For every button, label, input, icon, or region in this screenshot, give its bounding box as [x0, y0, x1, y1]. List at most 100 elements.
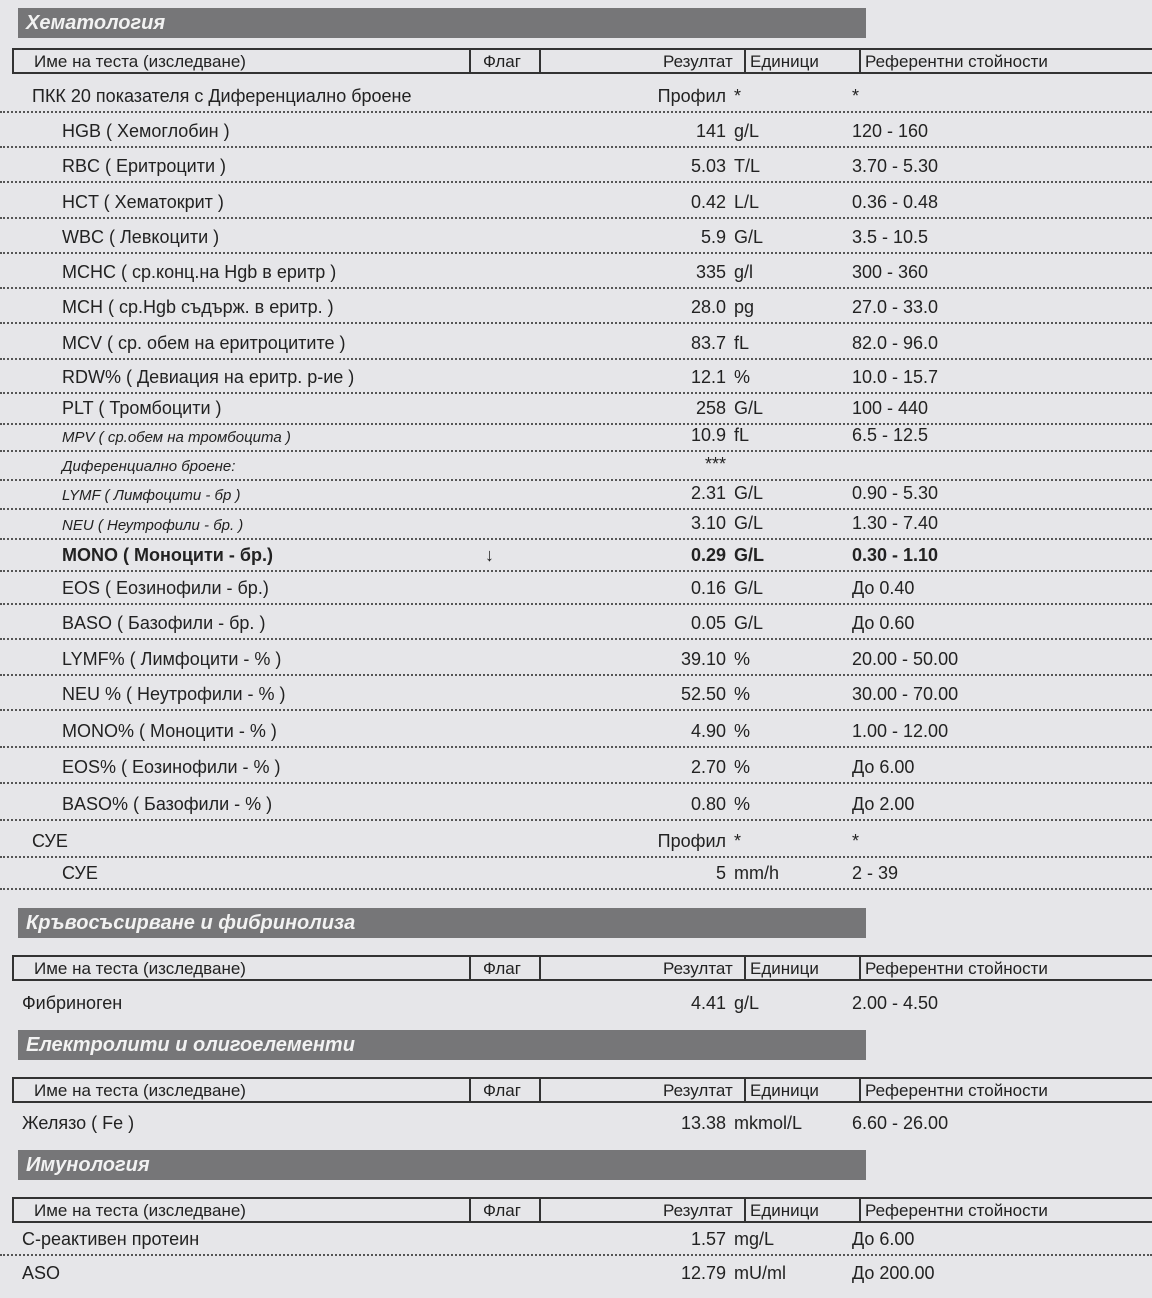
result-value: 83.7 — [690, 333, 726, 353]
reference-range: До 0.40 — [852, 578, 915, 598]
result-value: 5.03 — [690, 156, 726, 176]
unit: G/L — [734, 513, 764, 533]
test-name: MONO% ( Моноцити - % ) — [62, 721, 277, 741]
result-value: 2.31 — [690, 483, 726, 503]
result-value: 39.10 — [680, 649, 726, 669]
test-name: MCHC ( ср.конц.на Hgb в еритр ) — [62, 262, 337, 282]
unit: g/l — [734, 262, 754, 282]
result-value: 5 — [715, 863, 726, 883]
test-name: Желязо ( Fe ) — [22, 1113, 135, 1133]
test-name: LYMF ( Лимфоцити - бр ) — [62, 487, 241, 504]
result-value: 0.42 — [690, 192, 726, 212]
test-name: HCT ( Хематокрит ) — [62, 192, 224, 212]
result-value: 4.41 — [690, 993, 726, 1013]
header-units: Единици — [744, 1079, 819, 1101]
test-name: RBC ( Еритроцити ) — [62, 156, 226, 176]
unit: G/L — [734, 545, 764, 565]
table-row: EOS ( Еозинофили - бр.) 0.16 G/L До 0.40 — [0, 572, 1152, 605]
result-value: 0.29 — [690, 545, 726, 565]
test-name: LYMF% ( Лимфоцити - % ) — [62, 649, 282, 669]
table-row: EOS% ( Еозинофили - % ) 2.70% До 6.00 — [0, 748, 1152, 784]
unit: % — [734, 367, 751, 387]
flag-down-arrow-icon: ↓ — [485, 545, 494, 565]
result-value: 2.70 — [690, 757, 726, 777]
header-ref: Референтни стойности — [859, 957, 1048, 979]
reference-range: * — [852, 86, 860, 106]
unit: % — [734, 721, 751, 741]
unit: % — [734, 794, 751, 814]
result-value: *** — [704, 454, 726, 474]
table-row: RBC ( Еритроцити ) 5.03 T/L 3.70 - 5.30 — [0, 148, 1152, 183]
table-header: Име на теста (изследване) Флаг Резултат Еди… — [12, 1077, 1152, 1103]
table-header: Име на теста (изследване) Флаг Резултат Еди… — [12, 1197, 1152, 1223]
test-name: PLT ( Тромбоцити ) — [62, 398, 222, 418]
table-row: RDW% ( Девиация на еритр. р-ие ) 12.1% 10.… — [0, 360, 1152, 394]
section-title: Електролити и олигоелементи — [18, 1030, 866, 1060]
unit: % — [734, 684, 751, 704]
header-flag: Флаг — [469, 50, 521, 72]
result-value: Профил — [657, 831, 726, 851]
section-title: Хематология — [18, 8, 866, 38]
reference-range: 0.90 - 5.30 — [852, 483, 939, 503]
table-row: СУЕ Профил * * — [0, 821, 1152, 858]
reference-range: 30.00 - 70.00 — [852, 684, 959, 704]
unit: G/L — [734, 483, 764, 503]
header-name: Име на теста (изследване) — [34, 1201, 246, 1220]
table-header: Име на теста (изследване) Флаг Резултат Еди… — [12, 48, 1152, 74]
reference-range: До 200.00 — [852, 1263, 935, 1283]
unit: g/L — [734, 121, 760, 141]
table-row: PLT ( Тромбоцити ) 258 G/L 100 - 440 — [0, 394, 1152, 425]
table-row: BASO ( Базофили - бр. ) 0.05 G/L До 0.60 — [0, 605, 1152, 640]
reference-range: 120 - 160 — [852, 121, 929, 141]
header-flag: Флаг — [469, 1199, 521, 1221]
reference-range: 20.00 - 50.00 — [852, 649, 959, 669]
test-name: NEU % ( Неутрофили - % ) — [62, 684, 286, 704]
reference-range: До 2.00 — [852, 794, 915, 814]
test-name: EOS% ( Еозинофили - % ) — [62, 757, 281, 777]
table-row: NEU ( Неутрофили - бр. ) 3.10 G/L 1.30 - 7.… — [0, 510, 1152, 540]
header-units: Единици — [744, 957, 819, 979]
header-ref: Референтни стойности — [859, 1079, 1048, 1101]
result-value: 12.1 — [690, 367, 726, 387]
reference-range: 3.70 - 5.30 — [852, 156, 939, 176]
unit: G/L — [734, 613, 764, 633]
result-value: 3.10 — [690, 513, 726, 533]
test-name: С-реактивен протеин — [22, 1229, 200, 1249]
table-header: Име на теста (изследване) Флаг Резултат Еди… — [12, 955, 1152, 981]
header-name: Име на теста (изследване) — [34, 1081, 246, 1100]
reference-range: 82.0 - 96.0 — [852, 333, 939, 353]
reference-range: 6.60 - 26.00 — [852, 1113, 949, 1133]
unit: * — [734, 86, 742, 106]
table-row: С-реактивен протеин 1.57 mg/L До 6.00 — [0, 1224, 1152, 1256]
result-value: 1.57 — [690, 1229, 726, 1249]
reference-range: 27.0 - 33.0 — [852, 297, 939, 317]
unit: mm/h — [734, 863, 779, 883]
reference-range: До 6.00 — [852, 757, 915, 777]
header-flag: Флаг — [469, 957, 521, 979]
header-flag-gap — [539, 957, 541, 979]
header-name: Име на теста (изследване) — [34, 959, 246, 978]
header-ref: Референтни стойности — [859, 50, 1048, 72]
result-value: 12.79 — [680, 1263, 726, 1283]
result-value: 258 — [695, 398, 726, 418]
table-row: MCH ( ср.Hgb съдърж. в еритр. ) 28.0 pg 27.… — [0, 289, 1152, 324]
table-row: СУЕ 5 mm/h 2 - 39 — [0, 858, 1152, 890]
table-row: NEU % ( Неутрофили - % ) 52.50% 30.00 - 70… — [0, 676, 1152, 711]
header-result: Резултат — [663, 959, 733, 978]
test-name: WBC ( Левкоцити ) — [62, 227, 220, 247]
header-units: Единици — [744, 1199, 819, 1221]
unit: mg/L — [734, 1229, 775, 1249]
reference-range: 1.00 - 12.00 — [852, 721, 949, 741]
reference-range: 6.5 - 12.5 — [852, 425, 929, 445]
header-result: Резултат — [663, 1081, 733, 1100]
table-row: MCHC ( ср.конц.на Hgb в еритр ) 335 g/l 300… — [0, 254, 1152, 289]
unit: % — [734, 757, 751, 777]
test-name: MCV ( ср. обем на еритроцитите ) — [62, 333, 346, 353]
test-name: Фибриноген — [22, 993, 123, 1013]
unit: pg — [734, 297, 755, 317]
unit: % — [734, 649, 751, 669]
result-value: 0.16 — [690, 578, 726, 598]
unit: g/L — [734, 993, 760, 1013]
reference-range: 3.5 - 10.5 — [852, 227, 929, 247]
table-row: ПКК 20 показателя с Диференциално броене… — [0, 80, 1152, 113]
